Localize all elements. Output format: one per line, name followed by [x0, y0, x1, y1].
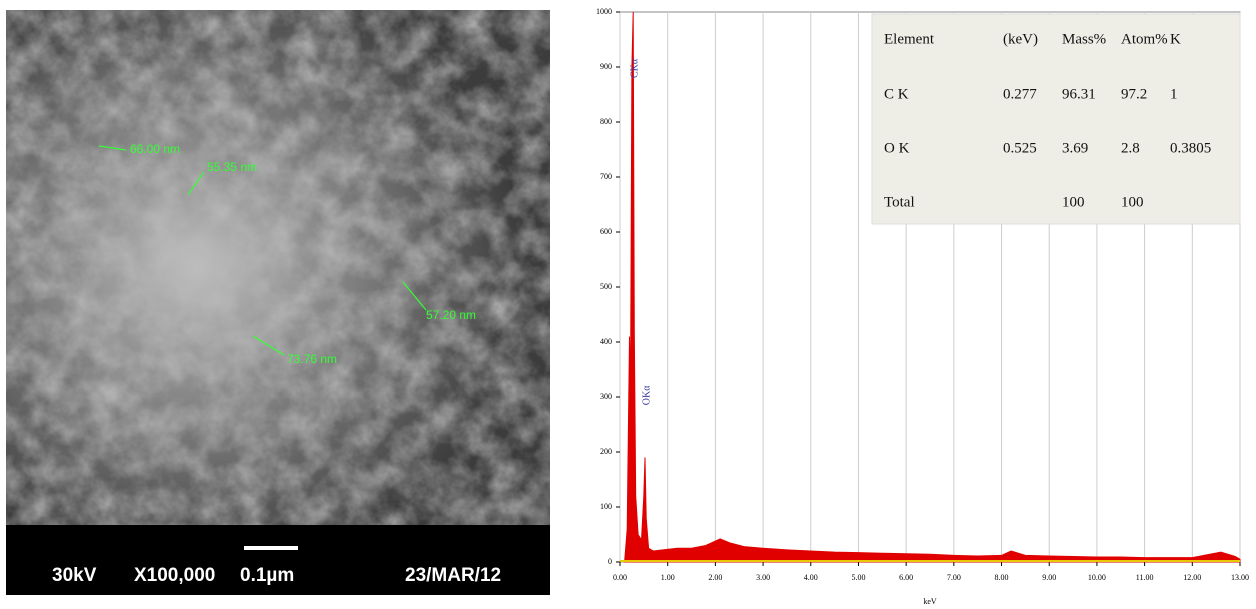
y-tick-label: 800 — [600, 117, 612, 126]
x-axis-label: keV — [923, 597, 937, 606]
x-tick-label: 13.00 — [1231, 573, 1249, 582]
x-tick-label: 11.00 — [1136, 573, 1154, 582]
x-tick-label: 3.00 — [756, 573, 770, 582]
peak-label: CKα — [630, 58, 641, 78]
x-tick-label: 8.00 — [995, 573, 1009, 582]
y-tick-label: 300 — [600, 392, 612, 401]
x-tick-label: 6.00 — [899, 573, 913, 582]
y-tick-label: 0 — [608, 557, 612, 566]
figure: 66.00 nm 55.35 nm 57.20 nm 73.76 nm 30kV… — [0, 0, 1256, 609]
table-cell: O K — [884, 140, 910, 156]
table-header: K — [1170, 31, 1181, 47]
y-tick-label: 200 — [600, 447, 612, 456]
table-cell: C K — [884, 86, 909, 102]
table-cell: 97.2 — [1121, 86, 1147, 102]
x-tick-label: 5.00 — [851, 573, 865, 582]
table-cell: 100 — [1062, 194, 1085, 210]
table-header: Mass% — [1062, 31, 1106, 47]
x-tick-label: 1.00 — [661, 573, 675, 582]
y-tick-label: 100 — [600, 502, 612, 511]
y-tick-label: 900 — [600, 62, 612, 71]
x-tick-label: 9.00 — [1042, 573, 1056, 582]
x-tick-label: 0.00 — [613, 573, 627, 582]
table-cell: 100 — [1121, 194, 1144, 210]
x-tick-label: 10.00 — [1088, 573, 1106, 582]
x-tick-label: 4.00 — [804, 573, 818, 582]
x-tick-label: 7.00 — [947, 573, 961, 582]
table-header: Element — [884, 31, 935, 47]
y-tick-label: 500 — [600, 282, 612, 291]
y-tick-label: 1000 — [596, 7, 612, 16]
table-cell: 0.277 — [1003, 86, 1037, 102]
y-tick-label: 400 — [600, 337, 612, 346]
y-tick-label: 600 — [600, 227, 612, 236]
table-cell: Total — [884, 194, 915, 210]
eds-spectrum: keV 0.00 1.00 2.00 3.00 4.00 5.00 6.00 7.00 8.00… — [0, 0, 1256, 609]
x-tick-label: 12.00 — [1183, 573, 1201, 582]
table-header: Atom% — [1121, 31, 1168, 47]
table-cell: 0.3805 — [1170, 140, 1211, 156]
x-tick-label: 2.00 — [708, 573, 722, 582]
table-cell: 0.525 — [1003, 140, 1037, 156]
table-header: (keV) — [1003, 31, 1038, 47]
table-cell: 1 — [1170, 86, 1178, 102]
table-cell: 96.31 — [1062, 86, 1096, 102]
table-cell: 2.8 — [1121, 140, 1140, 156]
peak-label: OKα — [641, 385, 652, 405]
y-tick-label: 700 — [600, 172, 612, 181]
table-cell: 3.69 — [1062, 140, 1088, 156]
